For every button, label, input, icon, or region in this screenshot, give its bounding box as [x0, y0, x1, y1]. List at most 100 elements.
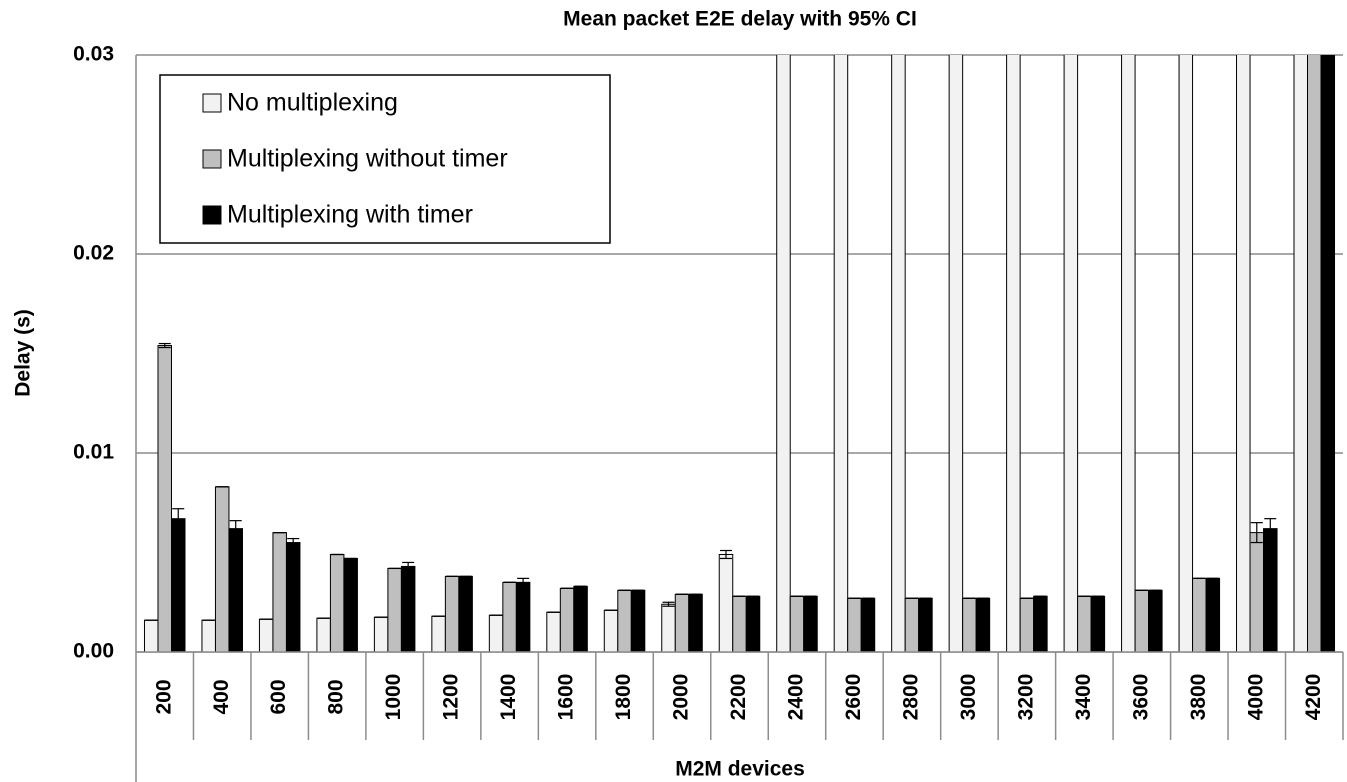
- bar: [1178, 55, 1194, 652]
- x-tick-label: 2200: [727, 674, 750, 721]
- bar: [948, 55, 964, 652]
- bar: [1121, 55, 1136, 652]
- bar: [170, 518, 186, 652]
- bar: [688, 593, 703, 652]
- x-tick-label: 4000: [1244, 674, 1267, 721]
- y-tick-label: 0.01: [73, 441, 114, 464]
- bar: [1249, 532, 1265, 652]
- bar: [157, 345, 172, 652]
- bar: [258, 618, 274, 652]
- bar: [1063, 55, 1079, 652]
- x-tick-label: 2400: [785, 674, 808, 721]
- error-bar: [158, 342, 171, 349]
- bar: [904, 597, 920, 652]
- bar: [1192, 577, 1207, 652]
- bar: [1307, 55, 1322, 652]
- bar: [316, 617, 331, 652]
- x-tick-label: 1200: [440, 674, 463, 721]
- legend-swatch: [202, 93, 222, 113]
- error-bar: [1264, 518, 1277, 540]
- y-tick-label: 0.00: [73, 640, 114, 663]
- bar: [458, 575, 473, 652]
- y-tick-label: 0.03: [73, 43, 114, 66]
- x-tick-label: 2600: [842, 674, 865, 721]
- bar: [732, 595, 747, 652]
- bar: [400, 565, 416, 652]
- bar: [343, 557, 358, 652]
- bar: [201, 619, 216, 652]
- x-tick-label: 3200: [1014, 674, 1037, 721]
- bar: [143, 619, 159, 652]
- error-bar: [719, 549, 732, 560]
- y-tick-label: 0.02: [73, 242, 114, 265]
- error-bar: [229, 520, 242, 538]
- bar: [674, 593, 690, 652]
- legend-label: Multiplexing without timer: [227, 145, 508, 173]
- bar: [1263, 528, 1278, 652]
- x-tick-label: 1400: [497, 674, 520, 721]
- error-bar: [287, 537, 300, 548]
- bar: [228, 528, 243, 652]
- chart-title: Mean packet E2E delay with 95% CI: [563, 8, 917, 31]
- error-bar: [662, 601, 675, 607]
- bar: [745, 595, 761, 652]
- bar: [1090, 595, 1106, 652]
- bar: [444, 575, 460, 652]
- bar: [373, 616, 389, 652]
- x-tick-label: 2800: [899, 674, 922, 721]
- bar: [918, 597, 933, 652]
- x-tick-label: 200: [152, 679, 175, 714]
- legend-box: [159, 74, 611, 244]
- bar: [1148, 589, 1163, 652]
- legend-label: Multiplexing with timer: [227, 201, 473, 229]
- bar: [488, 614, 504, 652]
- error-bar: [402, 561, 415, 572]
- error-bar: [1250, 522, 1263, 544]
- bar: [214, 486, 230, 652]
- x-tick-label: 2000: [670, 674, 693, 721]
- error-bar: [172, 508, 185, 530]
- bar: [630, 589, 646, 652]
- x-tick-label: 3400: [1072, 674, 1095, 721]
- x-tick-label: 400: [210, 679, 233, 714]
- x-tick-label: 3800: [1187, 674, 1210, 721]
- x-tick-label: 3000: [957, 674, 980, 721]
- bar: [502, 581, 517, 652]
- bar: [1236, 55, 1251, 652]
- x-tick-label: 4200: [1302, 674, 1325, 721]
- bar: [617, 589, 632, 652]
- bar: [272, 532, 287, 652]
- bar: [559, 587, 575, 652]
- y-axis-title: Delay (s): [12, 309, 35, 397]
- bar: [1205, 577, 1221, 652]
- legend: No multiplexing Multiplexing without time…: [159, 74, 611, 244]
- bar: [891, 55, 906, 652]
- bar: [387, 567, 402, 652]
- bar: [860, 597, 876, 652]
- bar: [1019, 597, 1035, 652]
- bar: [573, 585, 588, 652]
- x-tick-label: 3600: [1129, 674, 1152, 721]
- x-tick-label: 600: [267, 679, 290, 714]
- bar: [431, 615, 446, 652]
- bar: [847, 597, 862, 652]
- x-tick-label: 1800: [612, 674, 635, 721]
- bar: [803, 595, 818, 652]
- bar: [1033, 595, 1048, 652]
- bar: [1077, 595, 1092, 652]
- bar: [1006, 55, 1021, 652]
- error-bar: [517, 577, 530, 587]
- bar: [329, 553, 345, 652]
- bar: [833, 55, 849, 652]
- axes: 0.00 0.01 0.02 0.03 200 400 600 800 1000 1200 1400…: [73, 43, 1344, 782]
- legend-swatch: [202, 149, 222, 169]
- bar: [776, 55, 791, 652]
- bar: [962, 597, 977, 652]
- x-tick-label: 800: [325, 679, 348, 714]
- bar: [546, 611, 561, 652]
- bar: [975, 597, 991, 652]
- bar: [789, 595, 805, 652]
- bar: [515, 581, 531, 652]
- legend-swatch: [202, 205, 222, 225]
